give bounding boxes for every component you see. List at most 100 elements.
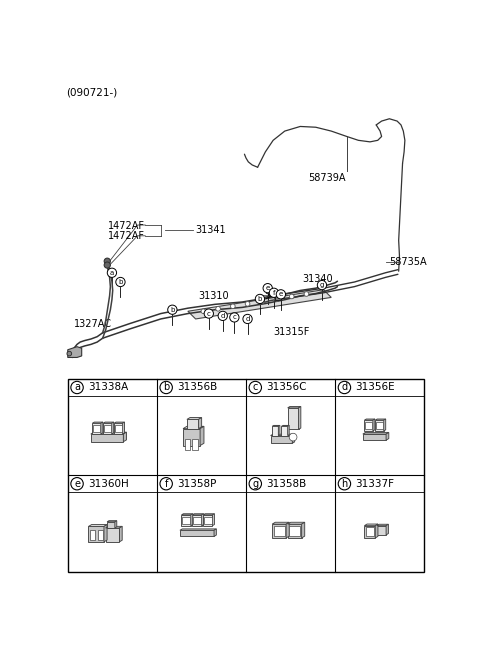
Bar bbox=[106, 528, 120, 542]
Circle shape bbox=[204, 309, 214, 318]
Bar bbox=[114, 423, 122, 434]
Polygon shape bbox=[192, 514, 204, 515]
Bar bbox=[375, 420, 384, 431]
Polygon shape bbox=[375, 419, 386, 420]
Circle shape bbox=[260, 299, 264, 304]
Text: 1472AF: 1472AF bbox=[108, 231, 145, 241]
Circle shape bbox=[269, 288, 278, 297]
Circle shape bbox=[304, 292, 309, 297]
Bar bbox=[181, 515, 191, 525]
Bar bbox=[192, 515, 202, 525]
Polygon shape bbox=[288, 425, 289, 436]
Text: (090721-): (090721-) bbox=[66, 88, 118, 98]
Bar bbox=[185, 440, 190, 450]
Circle shape bbox=[243, 314, 252, 323]
Text: d: d bbox=[221, 313, 225, 319]
Bar bbox=[377, 525, 386, 535]
Polygon shape bbox=[200, 426, 204, 445]
Bar bbox=[365, 422, 372, 430]
Text: a: a bbox=[110, 270, 114, 276]
Polygon shape bbox=[191, 514, 192, 525]
Polygon shape bbox=[112, 422, 114, 434]
Circle shape bbox=[230, 313, 239, 322]
Polygon shape bbox=[88, 525, 107, 526]
Polygon shape bbox=[188, 290, 331, 319]
Polygon shape bbox=[68, 346, 82, 358]
Polygon shape bbox=[92, 422, 103, 423]
Polygon shape bbox=[115, 521, 117, 528]
Text: 31360H: 31360H bbox=[88, 479, 129, 489]
Bar bbox=[187, 419, 199, 428]
Polygon shape bbox=[286, 522, 289, 538]
Text: b: b bbox=[118, 279, 122, 285]
Bar bbox=[91, 434, 123, 441]
Text: e: e bbox=[279, 291, 283, 297]
Circle shape bbox=[249, 381, 262, 394]
Circle shape bbox=[71, 478, 83, 490]
Text: e: e bbox=[74, 479, 80, 489]
Bar bbox=[289, 525, 300, 536]
Polygon shape bbox=[203, 514, 215, 515]
Polygon shape bbox=[373, 419, 375, 431]
Bar bbox=[93, 425, 100, 432]
Circle shape bbox=[249, 478, 262, 490]
Bar bbox=[274, 525, 285, 536]
Text: 31356B: 31356B bbox=[177, 382, 217, 392]
Bar bbox=[364, 420, 373, 431]
Text: c: c bbox=[207, 310, 211, 317]
Bar bbox=[115, 425, 122, 432]
Polygon shape bbox=[104, 525, 107, 542]
Circle shape bbox=[338, 381, 350, 394]
Bar bbox=[193, 517, 201, 524]
Polygon shape bbox=[120, 526, 122, 542]
Polygon shape bbox=[101, 422, 103, 434]
Text: 31340: 31340 bbox=[302, 274, 333, 284]
Bar bbox=[183, 428, 200, 445]
Circle shape bbox=[160, 381, 172, 394]
Text: d: d bbox=[341, 382, 348, 392]
Bar bbox=[376, 422, 383, 430]
Circle shape bbox=[338, 478, 350, 490]
Text: h: h bbox=[341, 479, 348, 489]
Text: b: b bbox=[170, 307, 175, 313]
Circle shape bbox=[201, 309, 206, 314]
Bar bbox=[364, 525, 375, 538]
Bar bbox=[107, 522, 115, 528]
Text: c: c bbox=[252, 382, 258, 392]
Polygon shape bbox=[299, 407, 301, 430]
Polygon shape bbox=[272, 425, 280, 426]
Circle shape bbox=[289, 294, 294, 298]
Polygon shape bbox=[364, 524, 378, 525]
Bar bbox=[182, 517, 190, 524]
Text: b: b bbox=[163, 382, 169, 392]
Text: 31358P: 31358P bbox=[177, 479, 216, 489]
Circle shape bbox=[276, 290, 286, 299]
Circle shape bbox=[289, 433, 297, 441]
Text: 1472AF: 1472AF bbox=[108, 221, 145, 231]
Circle shape bbox=[104, 258, 110, 264]
Text: 31315F: 31315F bbox=[273, 327, 310, 337]
Polygon shape bbox=[281, 425, 289, 426]
Polygon shape bbox=[272, 522, 289, 524]
Bar bbox=[271, 436, 292, 443]
Text: 31358B: 31358B bbox=[266, 479, 306, 489]
Bar bbox=[90, 529, 96, 539]
Circle shape bbox=[255, 295, 264, 304]
Polygon shape bbox=[288, 522, 305, 524]
Text: a: a bbox=[74, 382, 80, 392]
Bar bbox=[192, 440, 198, 450]
Text: e: e bbox=[265, 285, 270, 291]
Text: f: f bbox=[273, 290, 275, 296]
Polygon shape bbox=[202, 514, 204, 525]
Text: c: c bbox=[232, 314, 236, 320]
Bar bbox=[88, 526, 104, 542]
Text: 31356E: 31356E bbox=[355, 382, 395, 392]
Text: g: g bbox=[320, 282, 324, 288]
Bar bbox=[92, 423, 101, 434]
Polygon shape bbox=[271, 434, 295, 436]
Polygon shape bbox=[214, 529, 216, 537]
Polygon shape bbox=[103, 422, 114, 423]
Polygon shape bbox=[278, 425, 280, 436]
Polygon shape bbox=[106, 526, 122, 528]
Text: 58739A: 58739A bbox=[308, 173, 346, 182]
